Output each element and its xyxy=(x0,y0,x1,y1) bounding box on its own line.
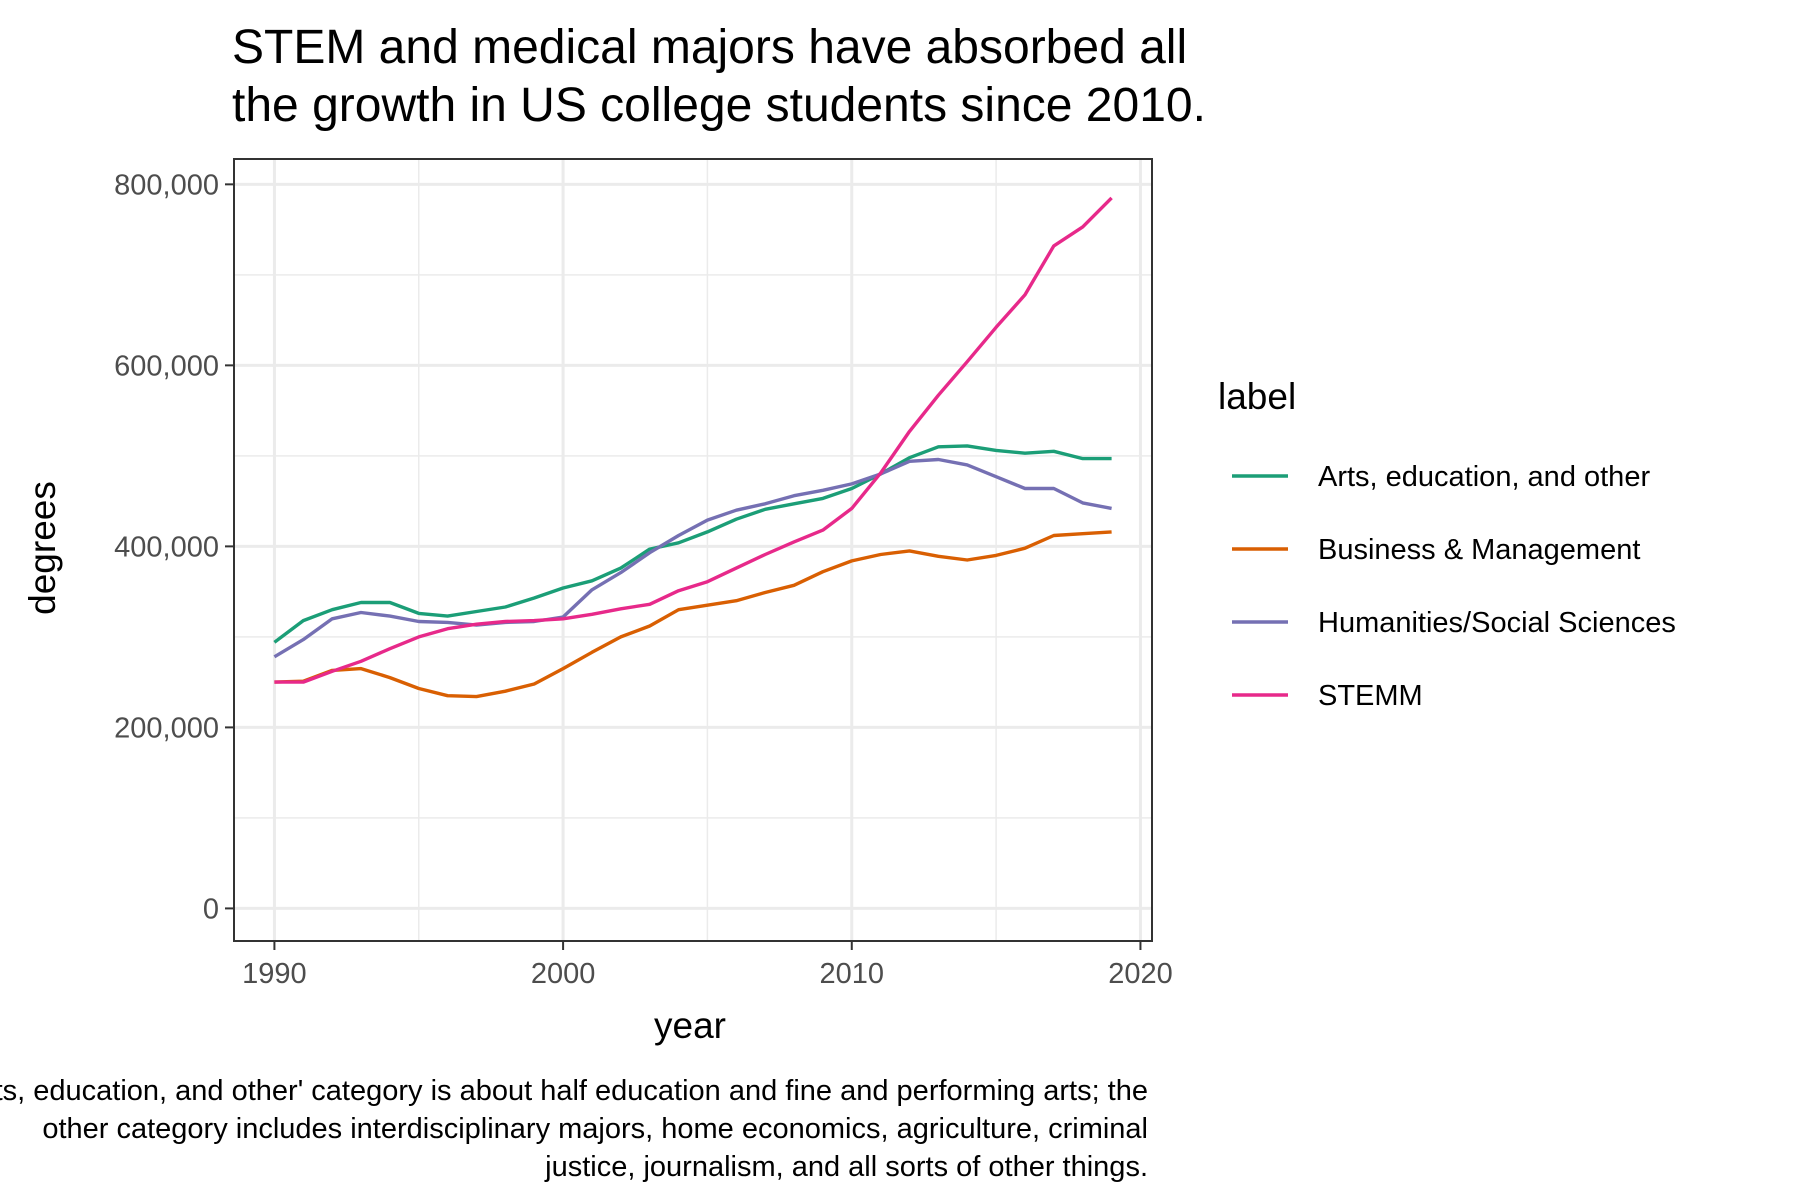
x-axis-title: year xyxy=(654,1005,726,1046)
caption-line-1: The 'Arts, education, and other' categor… xyxy=(0,1075,1148,1107)
x-tick-label: 1990 xyxy=(242,958,307,990)
series-line-3 xyxy=(273,457,1112,659)
x-tick-label: 2020 xyxy=(1108,958,1173,990)
panel-border xyxy=(233,158,1153,942)
legend: label Arts, education, and other Business… xyxy=(1218,376,1676,712)
series-line-4 xyxy=(274,196,1113,684)
series-line-1 xyxy=(273,444,1112,644)
y-tick-label: 600,000 xyxy=(114,350,219,382)
legend-label-2: Business & Management xyxy=(1318,534,1640,566)
chart-title-line-2: the growth in US college students since … xyxy=(232,79,1206,132)
panel-background xyxy=(234,159,1152,941)
x-tick-label: 2010 xyxy=(820,958,885,990)
legend-label-4: STEMM xyxy=(1318,680,1423,712)
series-line-2 xyxy=(274,530,1112,699)
y-tick-label: 800,000 xyxy=(114,169,219,201)
y-axis-title: degrees xyxy=(22,481,63,615)
legend-title: label xyxy=(1218,376,1296,417)
caption-line-2: other category includes interdisciplinar… xyxy=(42,1113,1148,1145)
x-tick-label: 2000 xyxy=(531,958,596,990)
chart-title: STEM and medical majors have absorbed al… xyxy=(232,21,1206,132)
chart-title-line-1: STEM and medical majors have absorbed al… xyxy=(232,21,1187,74)
y-tick-label: 200,000 xyxy=(114,712,219,744)
legend-label-1: Arts, education, and other xyxy=(1318,461,1650,493)
caption-line-3: justice, journalism, and all sorts of ot… xyxy=(544,1151,1148,1183)
caption: The 'Arts, education, and other' categor… xyxy=(0,1075,1148,1183)
y-tick-label: 0 xyxy=(203,893,219,925)
plot-area: 1990 2000 2010 2020 0 200,000 400,000 600,000 80… xyxy=(114,158,1173,990)
legend-label-3: Humanities/Social Sciences xyxy=(1318,607,1676,639)
y-tick-label: 400,000 xyxy=(114,531,219,563)
